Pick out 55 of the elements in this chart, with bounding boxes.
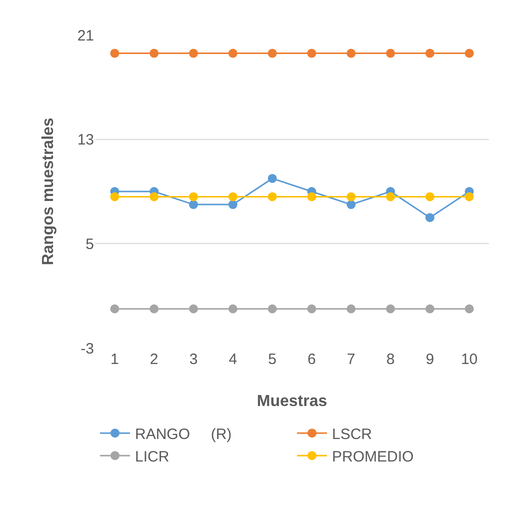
x-tick-label: 9 bbox=[426, 351, 434, 368]
point bbox=[307, 304, 316, 314]
point bbox=[386, 192, 395, 202]
point bbox=[268, 304, 277, 314]
point bbox=[228, 48, 238, 58]
point bbox=[425, 48, 434, 58]
point bbox=[110, 304, 120, 314]
point bbox=[346, 192, 356, 202]
legend-label: LICR bbox=[135, 448, 170, 466]
y-tick-label: 21 bbox=[77, 27, 94, 44]
point bbox=[386, 48, 395, 58]
legend-label: RANGO (R) bbox=[135, 426, 232, 443]
point bbox=[268, 174, 277, 183]
point bbox=[425, 213, 434, 222]
point bbox=[189, 48, 198, 58]
point bbox=[110, 48, 120, 58]
point bbox=[346, 48, 356, 58]
point bbox=[228, 304, 238, 314]
x-tick-label: 6 bbox=[308, 351, 316, 368]
point bbox=[268, 48, 277, 58]
point bbox=[228, 192, 238, 202]
point bbox=[307, 48, 316, 58]
x-tick-label: 1 bbox=[110, 351, 119, 368]
x-tick-label: 2 bbox=[150, 351, 158, 368]
point bbox=[346, 200, 356, 210]
y-tick-label: 5 bbox=[86, 236, 94, 253]
point bbox=[425, 192, 434, 202]
point bbox=[150, 48, 159, 58]
x-axis-title: Muestras bbox=[256, 393, 328, 410]
point bbox=[464, 304, 474, 314]
point bbox=[464, 192, 474, 202]
point bbox=[464, 48, 474, 58]
point bbox=[268, 192, 277, 202]
point bbox=[189, 200, 198, 210]
point bbox=[110, 192, 120, 202]
x-tick-label: 7 bbox=[346, 351, 356, 368]
point bbox=[150, 192, 159, 202]
y-axis-title: Rangos muestrales bbox=[40, 118, 57, 266]
point bbox=[189, 192, 198, 202]
point bbox=[346, 304, 356, 314]
point bbox=[228, 200, 238, 210]
x-tick-label: 5 bbox=[268, 351, 276, 368]
y-tick-label: -3 bbox=[80, 340, 94, 358]
x-tick-label: 3 bbox=[189, 351, 198, 368]
x-tick-label: 4 bbox=[228, 351, 238, 368]
point bbox=[189, 304, 198, 314]
legend-label: LSCR bbox=[332, 426, 372, 443]
point bbox=[150, 304, 159, 314]
point bbox=[307, 192, 316, 202]
x-tick-label: 10 bbox=[460, 351, 478, 368]
point bbox=[386, 304, 395, 314]
point bbox=[425, 304, 434, 314]
legend-label: PROMEDIO bbox=[332, 448, 414, 466]
x-tick-label: 8 bbox=[386, 351, 395, 368]
y-tick-label: 13 bbox=[77, 132, 94, 149]
